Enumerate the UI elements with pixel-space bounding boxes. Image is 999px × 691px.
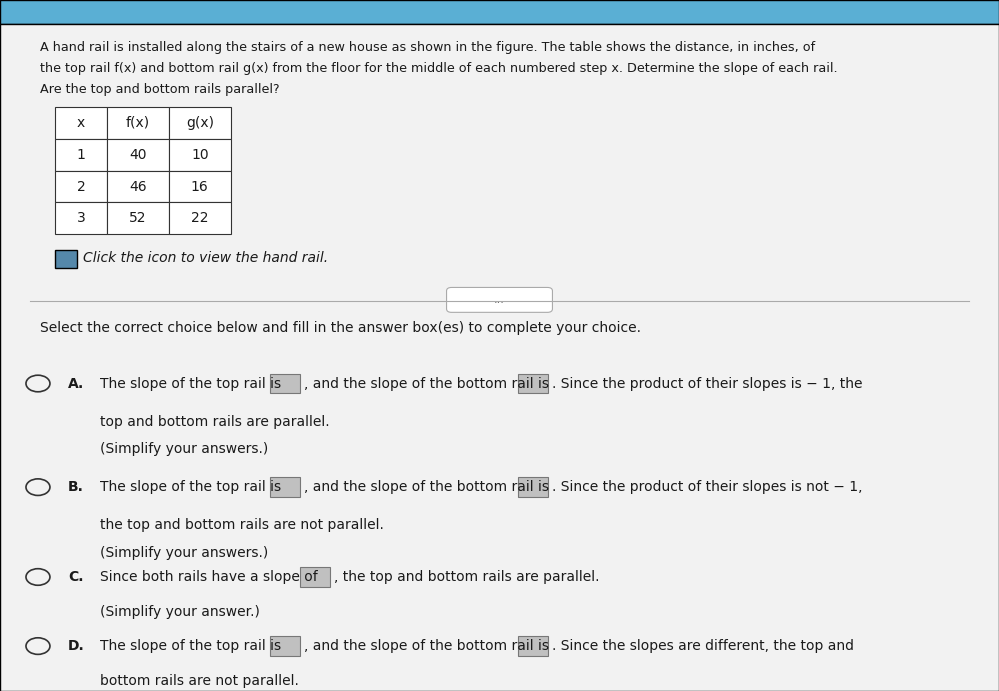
Text: Are the top and bottom rails parallel?: Are the top and bottom rails parallel? [40, 83, 280, 96]
Bar [107, 202, 169, 234]
Bar [55, 139, 107, 171]
Text: 2: 2 [77, 180, 85, 193]
Text: The slope of the top rail is: The slope of the top rail is [100, 639, 286, 653]
FancyBboxPatch shape [270, 477, 300, 497]
Text: the top and bottom rails are not parallel.: the top and bottom rails are not paralle… [100, 518, 384, 532]
Text: (Simplify your answers.): (Simplify your answers.) [100, 442, 268, 456]
Bar [169, 171, 231, 202]
Bar [169, 202, 231, 234]
Text: g(x): g(x) [186, 116, 214, 130]
Text: Click the icon to view the hand rail.: Click the icon to view the hand rail. [83, 252, 328, 265]
Bar [55, 202, 107, 234]
Text: The slope of the top rail is: The slope of the top rail is [100, 377, 286, 390]
FancyBboxPatch shape [270, 374, 300, 393]
Bar [55, 107, 107, 139]
Bar [55, 171, 107, 202]
FancyBboxPatch shape [300, 567, 330, 587]
Text: . Since the product of their slopes is − 1, the: . Since the product of their slopes is −… [552, 377, 863, 390]
Text: A.: A. [68, 377, 84, 390]
Bar [107, 107, 169, 139]
Text: the top rail f(x) and bottom rail g(x) from the floor for the middle of each num: the top rail f(x) and bottom rail g(x) f… [40, 62, 837, 75]
Text: , the top and bottom rails are parallel.: , the top and bottom rails are parallel. [334, 570, 599, 584]
Text: . Since the slopes are different, the top and: . Since the slopes are different, the to… [552, 639, 854, 653]
Text: ...: ... [495, 295, 504, 305]
Text: A hand rail is installed along the stairs of a new house as shown in the figure.: A hand rail is installed along the stair… [40, 41, 815, 55]
Text: (Simplify your answers.): (Simplify your answers.) [100, 546, 268, 560]
Text: top and bottom rails are parallel.: top and bottom rails are parallel. [100, 415, 330, 428]
FancyBboxPatch shape [0, 24, 999, 691]
Text: , and the slope of the bottom rail is: , and the slope of the bottom rail is [304, 480, 553, 494]
FancyBboxPatch shape [270, 636, 300, 656]
Text: x: x [77, 116, 85, 130]
Text: D.: D. [68, 639, 85, 653]
Text: 40: 40 [129, 148, 147, 162]
Bar [107, 171, 169, 202]
Text: Select the correct choice below and fill in the answer box(es) to complete your : Select the correct choice below and fill… [40, 321, 641, 334]
Text: 16: 16 [191, 180, 209, 193]
Text: 10: 10 [191, 148, 209, 162]
Text: , and the slope of the bottom rail is: , and the slope of the bottom rail is [304, 377, 553, 390]
Text: 3: 3 [77, 211, 85, 225]
Text: The slope of the top rail is: The slope of the top rail is [100, 480, 286, 494]
Text: C.: C. [68, 570, 84, 584]
Text: B.: B. [68, 480, 84, 494]
Bar [169, 107, 231, 139]
Text: . Since the product of their slopes is not − 1,: . Since the product of their slopes is n… [552, 480, 863, 494]
Text: (Simplify your answer.): (Simplify your answer.) [100, 605, 260, 618]
Text: 1: 1 [77, 148, 85, 162]
FancyBboxPatch shape [447, 287, 552, 312]
Text: , and the slope of the bottom rail is: , and the slope of the bottom rail is [304, 639, 553, 653]
FancyBboxPatch shape [55, 250, 77, 268]
Text: bottom rails are not parallel.: bottom rails are not parallel. [100, 674, 299, 688]
Text: Since both rails have a slope of: Since both rails have a slope of [100, 570, 322, 584]
FancyBboxPatch shape [518, 374, 548, 393]
FancyBboxPatch shape [0, 0, 999, 24]
Text: 52: 52 [129, 211, 147, 225]
Bar [107, 139, 169, 171]
Text: 22: 22 [191, 211, 209, 225]
FancyBboxPatch shape [518, 636, 548, 656]
Bar [169, 139, 231, 171]
Text: 46: 46 [129, 180, 147, 193]
Text: f(x): f(x) [126, 116, 150, 130]
FancyBboxPatch shape [518, 477, 548, 497]
